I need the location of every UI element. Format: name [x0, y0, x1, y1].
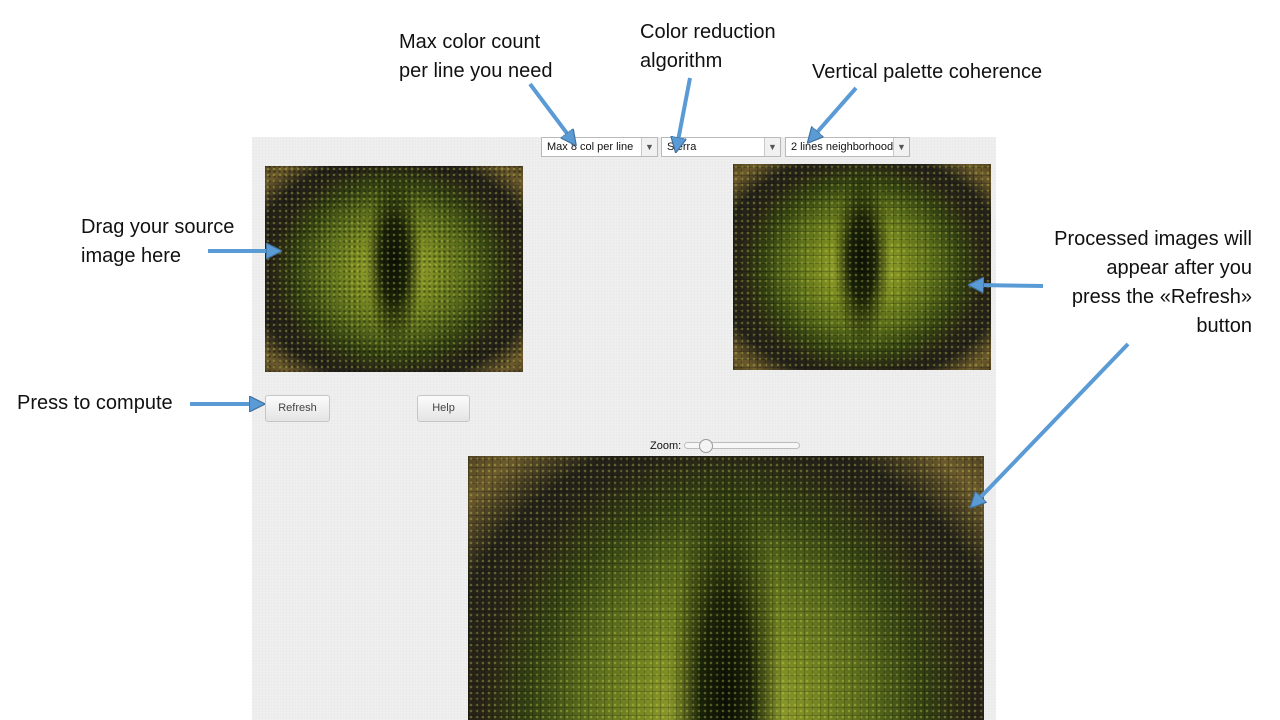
- annotation-vertical-palette: Vertical palette coherence: [812, 61, 1043, 83]
- source-image-dropzone[interactable]: [265, 166, 523, 372]
- zoom-slider[interactable]: [684, 442, 800, 449]
- annotation-drag-source: Drag your source image here: [81, 213, 234, 271]
- zoomed-processed-image: [468, 456, 984, 720]
- chevron-down-icon: ▼: [893, 138, 909, 156]
- chevron-down-icon: ▼: [641, 138, 657, 156]
- arrow-icon: [975, 342, 1130, 503]
- annotation-line: Drag your source: [81, 216, 235, 238]
- processed-image-preview: [733, 164, 991, 370]
- annotation-line: algorithm: [640, 50, 723, 72]
- annotation-line: Processed images will: [1054, 228, 1252, 250]
- arrow-icon: [528, 82, 572, 140]
- neighborhood-select[interactable]: 2 lines neighborhood ▼: [785, 137, 910, 157]
- annotation-line: appear after you: [1106, 257, 1252, 279]
- zoom-slider-thumb[interactable]: [699, 439, 714, 453]
- annotation-line: Color reduction: [640, 21, 776, 43]
- help-button[interactable]: Help: [417, 395, 470, 422]
- arrow-icon: [677, 77, 692, 146]
- annotation-press-compute: Press to compute: [17, 392, 173, 414]
- annotation-line: press the «Refresh»: [1071, 286, 1252, 308]
- annotation-line: button: [1196, 315, 1252, 337]
- zoom-label: Zoom:: [650, 440, 682, 452]
- annotation-line: Max color count: [399, 31, 541, 53]
- arrow-icon: [812, 86, 858, 138]
- annotation-processed: Processed images will appear after you p…: [1054, 225, 1252, 341]
- annotation-line: image here: [81, 245, 182, 267]
- annotation-line: per line you need: [399, 60, 553, 82]
- arrow-icon: [975, 285, 1044, 286]
- chevron-down-icon: ▼: [764, 138, 780, 156]
- annotation-max-color: Max color count per line you need: [399, 28, 552, 86]
- refresh-button[interactable]: Refresh: [265, 395, 330, 422]
- annotation-color-reduction: Color reduction algorithm: [640, 18, 776, 76]
